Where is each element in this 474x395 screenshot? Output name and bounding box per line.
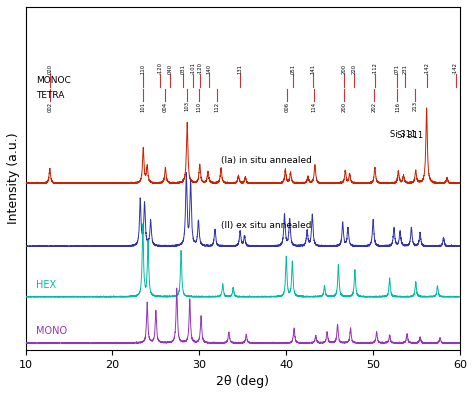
Text: 202: 202 — [372, 102, 376, 112]
Text: 213: 213 — [412, 102, 418, 111]
Text: 103: 103 — [185, 102, 190, 111]
Text: 051: 051 — [291, 64, 296, 74]
Text: 071: 071 — [395, 64, 400, 74]
Text: (II) ex situ annealed: (II) ex situ annealed — [221, 221, 311, 229]
Text: Si 311: Si 311 — [390, 130, 416, 139]
Text: Si 311: Si 311 — [397, 131, 424, 140]
Text: 110: 110 — [140, 64, 146, 74]
Text: HEX: HEX — [36, 280, 56, 290]
Text: TETRA: TETRA — [36, 91, 64, 100]
Text: 101: 101 — [140, 102, 146, 112]
Text: 131: 131 — [237, 64, 243, 74]
Text: -112: -112 — [373, 62, 377, 74]
Text: 116: 116 — [395, 102, 400, 112]
Text: 031: 031 — [180, 64, 185, 74]
Text: -142: -142 — [453, 62, 458, 74]
Text: 141: 141 — [310, 64, 316, 74]
Text: -101: -101 — [191, 62, 196, 74]
Text: (Ia) in situ annealed: (Ia) in situ annealed — [221, 156, 312, 165]
Text: 200: 200 — [342, 64, 347, 74]
Text: 002: 002 — [47, 102, 52, 112]
Text: 114: 114 — [311, 102, 317, 112]
Text: 220: 220 — [352, 64, 356, 74]
X-axis label: 2θ (deg): 2θ (deg) — [216, 375, 269, 388]
Text: -120: -120 — [158, 62, 163, 74]
Text: 231: 231 — [403, 64, 408, 74]
Text: MONOC: MONOC — [36, 76, 71, 85]
Text: 040: 040 — [167, 64, 172, 74]
Text: -120: -120 — [198, 62, 203, 74]
Text: 112: 112 — [214, 102, 219, 112]
Text: 006: 006 — [284, 102, 290, 112]
Text: MONO: MONO — [36, 326, 67, 336]
Text: 140: 140 — [206, 64, 211, 74]
Y-axis label: Intensity (a.u.): Intensity (a.u.) — [7, 133, 20, 224]
Text: 004: 004 — [163, 102, 168, 112]
Text: -142: -142 — [425, 62, 429, 74]
Text: 020: 020 — [47, 64, 52, 74]
Text: 110: 110 — [197, 102, 202, 112]
Text: 200: 200 — [342, 102, 347, 112]
